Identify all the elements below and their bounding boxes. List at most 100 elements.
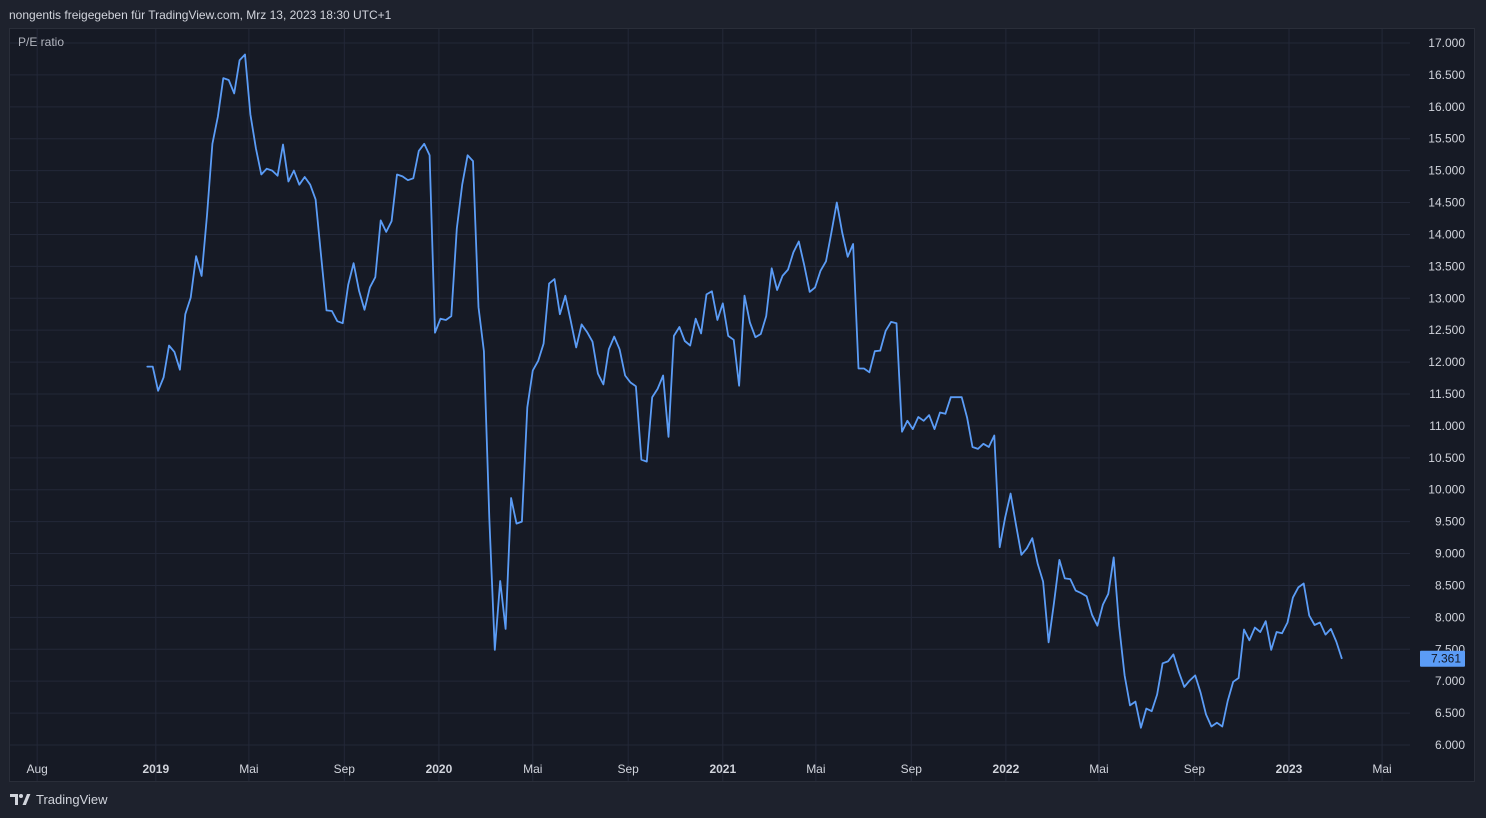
y-tick-label: 16.500 (1428, 68, 1465, 82)
data-point (1025, 547, 1028, 550)
data-point (591, 340, 594, 343)
y-tick-label: 17.000 (1428, 36, 1465, 50)
data-point (759, 333, 762, 336)
data-point (390, 220, 393, 223)
data-point (325, 309, 328, 312)
x-tick-label: Mai (806, 762, 825, 776)
data-point (385, 230, 388, 233)
data-point (602, 383, 605, 386)
data-point (216, 115, 219, 118)
data-point (1302, 582, 1305, 585)
data-point (477, 306, 480, 309)
y-tick-label: 9.500 (1435, 515, 1465, 529)
data-point (1042, 580, 1045, 583)
data-point (976, 447, 979, 450)
data-point (672, 334, 675, 337)
data-point (569, 320, 572, 323)
data-point (211, 142, 214, 145)
y-tick-label: 10.500 (1428, 451, 1465, 465)
data-point (1259, 631, 1262, 634)
data-point (710, 290, 713, 293)
data-point (531, 369, 534, 372)
x-tick-label: 2021 (709, 762, 736, 776)
x-tick-label: Mai (239, 762, 258, 776)
data-point (195, 255, 198, 258)
data-point (819, 269, 822, 272)
data-point (732, 338, 735, 341)
data-point (1134, 700, 1137, 703)
data-point (515, 522, 518, 525)
data-point (1085, 595, 1088, 598)
data-point (1226, 699, 1229, 702)
data-point (1080, 592, 1083, 595)
data-point (928, 414, 931, 417)
data-point (162, 376, 165, 379)
data-point (716, 318, 719, 321)
y-tick-label: 11.000 (1429, 419, 1465, 433)
data-point (868, 371, 871, 374)
data-point (1264, 620, 1267, 623)
y-tick-label: 16.000 (1428, 100, 1465, 114)
data-point (634, 385, 637, 388)
data-point (206, 214, 209, 217)
data-point (347, 283, 350, 286)
data-point (222, 77, 225, 80)
data-point (184, 313, 187, 316)
data-point (884, 329, 887, 332)
data-point (933, 428, 936, 431)
data-point (276, 174, 279, 177)
footer-branding: TradingView (10, 792, 108, 807)
data-point (1291, 596, 1294, 599)
footer-brand-name: TradingView (36, 792, 108, 807)
x-tick-label: Mai (523, 762, 542, 776)
data-point (938, 411, 941, 414)
data-point (1145, 707, 1148, 710)
data-point (607, 348, 610, 351)
data-point (1058, 558, 1061, 561)
data-point (683, 340, 686, 343)
data-point (586, 331, 589, 334)
data-point (455, 227, 458, 230)
last-value-label: 7.361 (1431, 652, 1461, 666)
y-tick-label: 14.000 (1428, 227, 1465, 241)
data-point (776, 288, 779, 291)
series-legend-label: P/E ratio (18, 35, 65, 49)
data-point (895, 322, 898, 325)
data-point (1281, 632, 1284, 635)
data-point (1340, 657, 1343, 660)
data-point (596, 372, 599, 375)
chart-pane[interactable] (9, 28, 1475, 782)
data-point (548, 282, 551, 285)
data-point (640, 458, 643, 461)
data-point (656, 387, 659, 390)
data-point (651, 396, 654, 399)
y-tick-label: 8.500 (1435, 578, 1465, 592)
pe-ratio-series-line[interactable] (146, 53, 1343, 729)
data-point (1172, 653, 1175, 656)
data-point (151, 365, 154, 368)
data-point (879, 349, 882, 352)
data-point (1009, 492, 1012, 495)
data-point (629, 381, 632, 384)
chart-header-info: nongentis freigegeben für TradingView.co… (9, 8, 392, 22)
data-point (1270, 648, 1273, 651)
data-point (450, 315, 453, 318)
data-point (1156, 693, 1159, 696)
data-point (1020, 553, 1023, 556)
data-point (1129, 704, 1132, 707)
data-point (526, 406, 529, 409)
data-point (244, 53, 247, 56)
x-tick-label: Sep (334, 762, 356, 776)
data-point (1150, 710, 1153, 713)
data-point (835, 201, 838, 204)
data-point (493, 648, 496, 651)
y-tick-label: 10.000 (1428, 483, 1465, 497)
data-point (434, 331, 437, 334)
x-tick-label: 2023 (1276, 762, 1303, 776)
data-point (814, 286, 817, 289)
data-point (352, 262, 355, 265)
y-tick-label: 9.000 (1435, 547, 1465, 561)
data-point (412, 177, 415, 180)
data-point (238, 59, 241, 62)
